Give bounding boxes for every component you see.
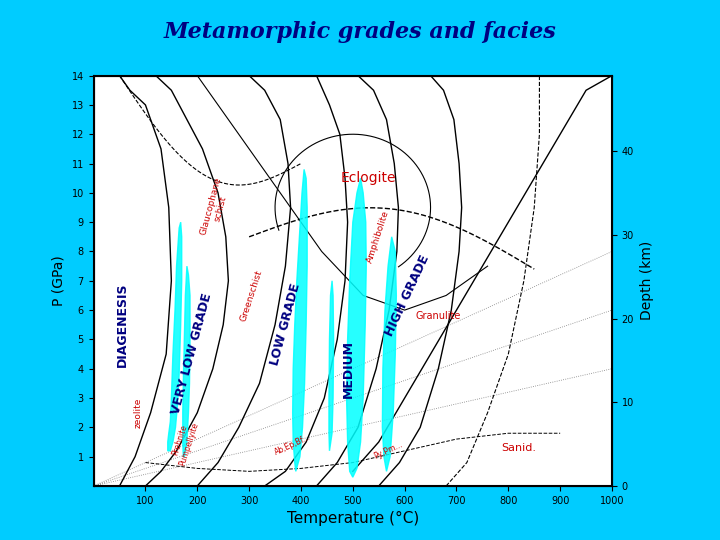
Text: Metamorphic grades and facies: Metamorphic grades and facies [163,22,557,43]
Text: Greenschist: Greenschist [239,268,264,322]
Polygon shape [168,222,181,451]
Text: Ab,Ep,Bf...: Ab,Ep,Bf... [274,433,312,457]
Text: VERY LOW GRADE: VERY LOW GRADE [170,292,215,416]
Y-axis label: P (GPa): P (GPa) [52,255,66,306]
Text: LOW GRADE: LOW GRADE [268,282,302,367]
Text: Glaucophane
schist: Glaucophane schist [198,176,233,239]
Text: Prehnite
Pumpellyite: Prehnite Pumpellyite [168,417,201,467]
Text: zeolite: zeolite [133,397,142,428]
Polygon shape [346,178,366,477]
Text: HIGH GRADE: HIGH GRADE [383,253,432,338]
Polygon shape [183,266,190,457]
Text: Granulite: Granulite [415,311,461,321]
Text: MEDIUM: MEDIUM [342,340,355,398]
X-axis label: Temperature (°C): Temperature (°C) [287,511,419,526]
Text: Amphibolite: Amphibolite [365,210,390,264]
Polygon shape [329,281,333,451]
Text: Eclogite: Eclogite [341,171,396,185]
Y-axis label: Depth (km): Depth (km) [639,241,654,320]
Text: DIAGENESIS: DIAGENESIS [116,282,129,367]
Polygon shape [382,237,396,471]
Text: Sanid.: Sanid. [501,443,536,453]
Text: Py,Pm...: Py,Pm... [372,440,404,461]
Polygon shape [292,170,307,471]
